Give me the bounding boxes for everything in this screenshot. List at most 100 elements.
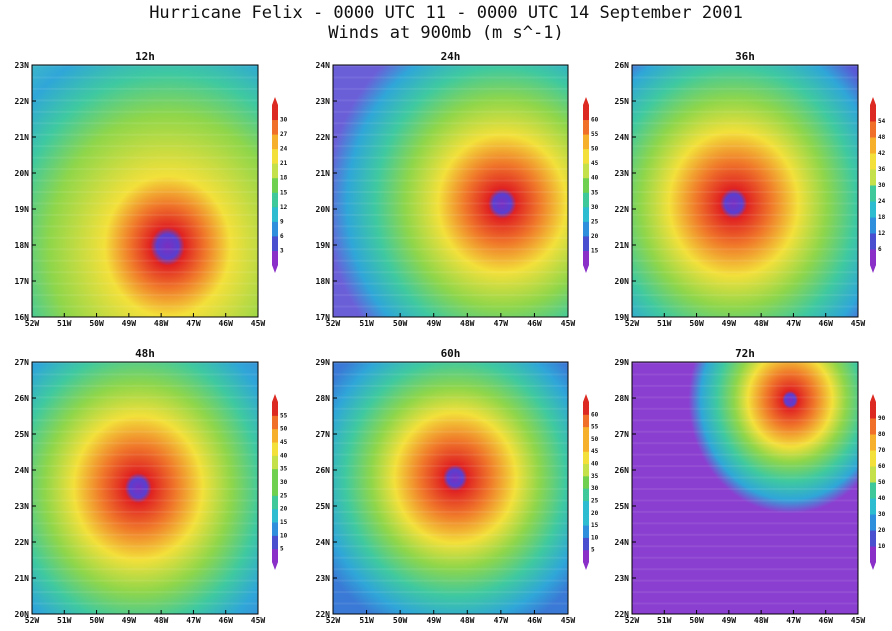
y-tick-label: 27N <box>615 430 630 439</box>
band-texture <box>32 282 258 285</box>
colorbar-segment <box>272 468 278 483</box>
colorbar-label: 40 <box>591 461 599 468</box>
colorbar-segment <box>583 221 589 237</box>
colorbar-label: 15 <box>280 519 288 526</box>
y-tick-label: 20N <box>15 610 30 619</box>
colorbar-segment <box>272 495 278 510</box>
band-texture <box>32 430 258 433</box>
colorbar-label: 80 <box>878 431 886 438</box>
colorbar-label: 6 <box>280 233 284 240</box>
colorbar-segment <box>870 530 876 547</box>
colorbar-label: 42 <box>878 150 886 157</box>
band-texture <box>333 282 568 285</box>
y-tick-label: 21N <box>316 169 331 178</box>
colorbar-segment <box>583 426 589 440</box>
colorbar-segment <box>870 201 876 218</box>
x-tick-label: 51W <box>359 616 374 625</box>
x-tick-label: 49W <box>426 616 441 625</box>
colorbar-segment <box>870 169 876 186</box>
y-tick-label: 20N <box>316 205 331 214</box>
plot-frame <box>631 361 859 615</box>
colorbar-cap <box>870 265 876 273</box>
band-texture <box>333 407 568 410</box>
colorbar-label: 27 <box>280 131 288 138</box>
y-tick-label: 20N <box>15 169 30 178</box>
colorbar-segment <box>583 549 589 563</box>
band-texture <box>32 305 258 308</box>
colorbar-segment <box>870 105 876 122</box>
y-tick-label: 29N <box>615 358 630 367</box>
band-texture <box>333 110 568 113</box>
band-texture <box>333 453 568 456</box>
colorbar-segment <box>583 512 589 526</box>
band-texture <box>632 76 858 79</box>
x-tick-label: 50W <box>393 616 408 625</box>
band-texture <box>632 362 858 364</box>
colorbar-label: 50 <box>591 146 599 153</box>
band-texture <box>32 442 258 445</box>
colorbar-segment <box>583 451 589 465</box>
colorbar-label: 55 <box>591 131 599 138</box>
x-tick-label: 50W <box>89 319 104 328</box>
colorbar-segment <box>870 466 876 483</box>
x-tick-label: 52W <box>625 616 640 625</box>
band-texture <box>32 384 258 387</box>
colorbar-segment <box>272 148 278 164</box>
x-tick-label: 48W <box>460 319 475 328</box>
colorbar-label: 60 <box>591 117 599 124</box>
colorbar-segment <box>583 235 589 251</box>
band-texture <box>333 362 568 364</box>
y-tick-label: 23N <box>316 97 331 106</box>
band-texture <box>333 568 568 571</box>
y-tick-label: 22N <box>615 205 630 214</box>
plot-frame <box>332 361 569 615</box>
band-texture <box>32 99 258 102</box>
band-texture <box>32 568 258 571</box>
band-texture <box>333 488 568 490</box>
band-texture <box>632 99 858 102</box>
band-texture <box>632 602 858 605</box>
colorbar-label: 35 <box>280 466 288 473</box>
plot-frame <box>31 361 259 615</box>
colorbar-segment <box>272 163 278 179</box>
y-tick-label: 26N <box>615 61 630 70</box>
x-tick-label: 50W <box>89 616 104 625</box>
x-tick-label: 50W <box>689 319 704 328</box>
y-tick-label: 23N <box>15 61 30 70</box>
y-tick-label: 28N <box>316 394 331 403</box>
band-texture <box>333 271 568 274</box>
colorbar-segment <box>272 522 278 536</box>
colorbar-label: 40 <box>280 452 288 459</box>
band-texture <box>333 602 568 605</box>
colorbar-segment <box>272 455 278 470</box>
colorbar-label: 6 <box>878 246 882 253</box>
panel: 48h 52W 51W 50W 49W 48W 47W 46W 45W 20N 21N 22N 23N 2… <box>15 347 288 625</box>
y-tick-label: 26N <box>15 394 30 403</box>
colorbar-segment <box>583 475 589 489</box>
band-texture <box>333 248 568 251</box>
x-tick-label: 49W <box>122 319 137 328</box>
x-tick-label: 51W <box>57 319 72 328</box>
colorbar-segment <box>272 134 278 150</box>
band-texture <box>632 294 858 297</box>
colorbar-label: 12 <box>280 204 288 211</box>
band-texture <box>333 533 568 536</box>
colorbar-segment <box>583 488 589 501</box>
colorbar-segment <box>870 402 876 419</box>
panel-title: 24h <box>441 50 461 63</box>
band-texture <box>632 465 858 468</box>
panel: 72h 52W 51W 50W 49W 48W 47W 46W 45W 22N 23N 24N 25N 2… <box>615 347 886 625</box>
band-texture <box>632 453 858 456</box>
colorbar-segment <box>272 119 278 135</box>
colorbar-label: 30 <box>878 511 886 518</box>
band-texture <box>632 282 858 285</box>
colorbar-label: 25 <box>591 218 599 225</box>
figure-title: Hurricane Felix - 0000 UTC 11 - 0000 UTC… <box>149 3 743 23</box>
band-texture <box>632 545 858 548</box>
y-tick-label: 24N <box>316 538 331 547</box>
colorbar-label: 18 <box>878 214 886 221</box>
colorbar-label: 10 <box>280 532 288 539</box>
band-texture <box>333 419 568 422</box>
colorbar-label: 5 <box>280 546 284 553</box>
band-texture <box>32 556 258 559</box>
